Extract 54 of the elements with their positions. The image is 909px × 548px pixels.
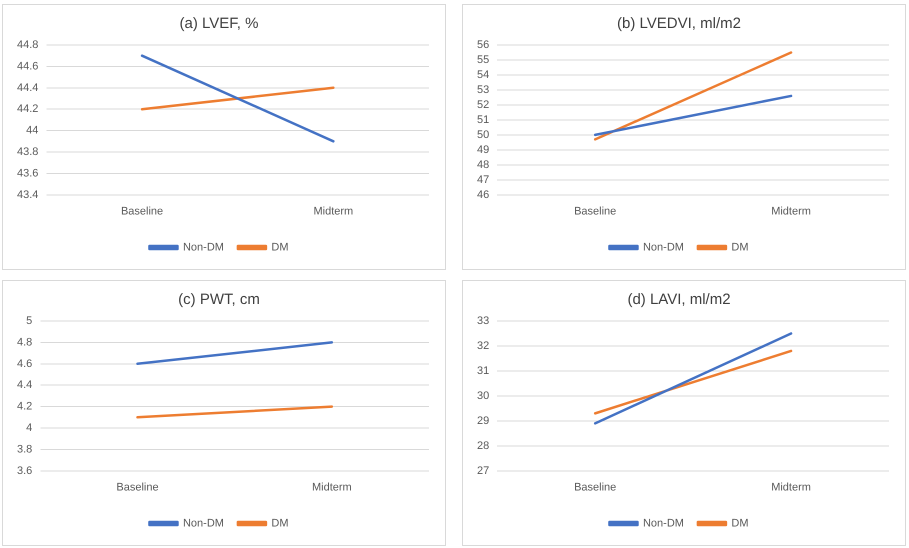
y-tick-label: 30 (476, 390, 490, 402)
y-tick-label: 43.6 (16, 167, 38, 180)
legend-label: DM (731, 242, 749, 254)
y-tick-label: 3.8 (16, 443, 32, 456)
x-tick-label: Midterm (771, 481, 811, 494)
y-tick-label: 55 (476, 54, 490, 66)
y-tick-label: 49 (476, 144, 490, 156)
chart-title: (b) LVEDVI, ml/m2 (617, 15, 741, 32)
y-tick-label: 54 (476, 68, 490, 81)
y-tick-label: 56 (476, 39, 490, 52)
y-tick-label: 4.8 (16, 336, 32, 348)
y-tick-label: 27 (476, 464, 490, 477)
x-tick-label: Baseline (116, 481, 159, 494)
y-tick-label: 44.2 (16, 103, 38, 116)
y-tick-label: 4 (26, 422, 32, 434)
legend-label: Non-DM (182, 518, 224, 530)
y-tick-label: 4.4 (16, 379, 32, 392)
y-tick-label: 53 (476, 84, 490, 96)
y-tick-label: 3.6 (16, 464, 32, 477)
y-tick-label: 44.8 (16, 39, 38, 52)
y-tick-label: 46 (476, 188, 490, 201)
y-tick-label: 28 (476, 440, 490, 452)
y-tick-label: 52 (476, 98, 490, 111)
y-tick-label: 43.4 (16, 188, 38, 201)
x-tick-label: Baseline (120, 205, 164, 218)
legend-label: DM (731, 518, 749, 530)
chart-title: (c) PWT, cm (178, 291, 260, 308)
y-tick-label: 44.6 (16, 60, 38, 72)
y-tick-label: 4.2 (16, 400, 32, 413)
y-tick-label: 5 (26, 315, 32, 328)
legend-label: DM (271, 518, 289, 530)
y-tick-label: 31 (476, 364, 490, 377)
chart-title: (a) LVEF, % (180, 15, 258, 32)
y-tick-label: 44 (26, 124, 38, 137)
legend-label: Non-DM (642, 242, 684, 254)
x-tick-label: Midterm (771, 205, 811, 218)
y-tick-label: 4.6 (16, 358, 32, 370)
y-tick-label: 29 (476, 414, 490, 427)
y-tick-label: 44.4 (16, 82, 38, 94)
x-tick-label: Baseline (574, 205, 616, 218)
x-tick-label: Midterm (312, 481, 352, 494)
y-tick-label: 43.8 (16, 146, 38, 158)
x-tick-label: Baseline (574, 481, 616, 494)
y-tick-label: 50 (476, 128, 490, 141)
legend-label: DM (271, 242, 289, 254)
y-tick-label: 33 (476, 315, 490, 328)
y-tick-label: 32 (476, 340, 490, 352)
y-tick-label: 47 (476, 174, 490, 186)
x-tick-label: Midterm (313, 205, 354, 218)
legend-label: Non-DM (642, 518, 684, 530)
y-tick-label: 51 (476, 114, 490, 126)
legend-label: Non-DM (182, 242, 224, 254)
chart-title: (d) LAVI, ml/m2 (627, 291, 731, 308)
y-tick-label: 48 (476, 158, 490, 171)
